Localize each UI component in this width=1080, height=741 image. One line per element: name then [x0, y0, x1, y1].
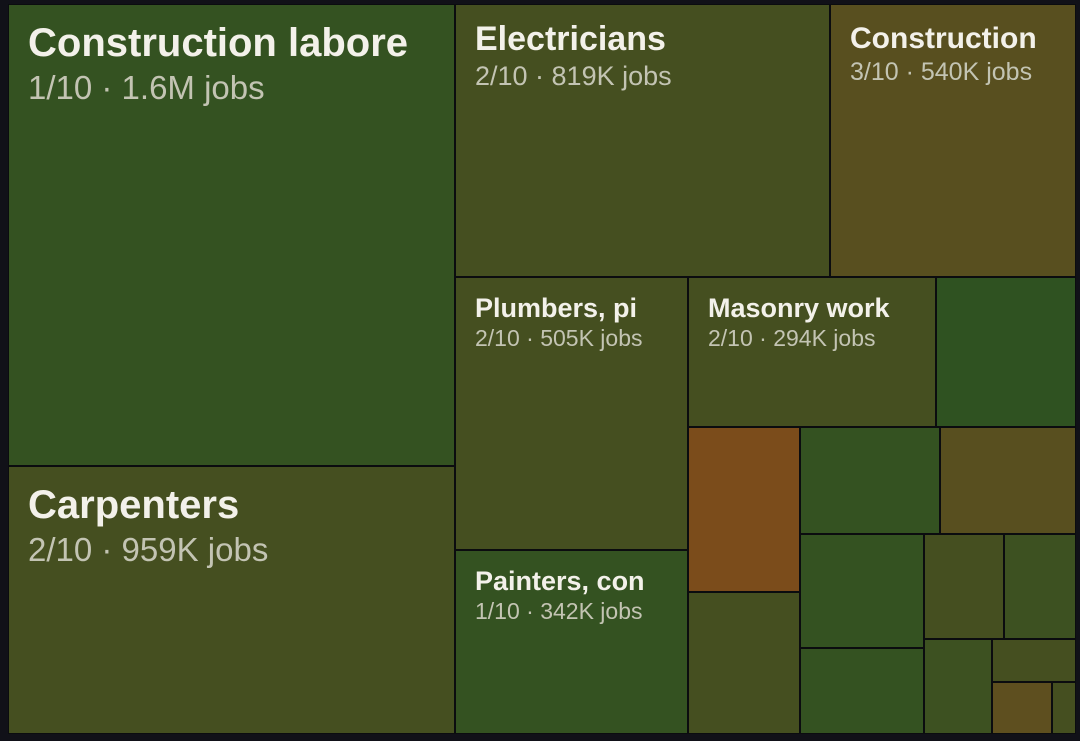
tile-name: Plumbers, pi: [475, 293, 638, 323]
tile-label: Masonry work 2/10 · 294K jobs: [708, 292, 927, 353]
tile-meta: 1/10 · 1.6M jobs: [28, 69, 265, 106]
treemap-tile: [940, 427, 1076, 534]
treemap-tile: Electricians 2/10 · 819K jobs: [455, 4, 830, 277]
treemap-tile: [800, 648, 924, 734]
treemap-tile: [688, 592, 800, 734]
tile-meta: 2/10 · 959K jobs: [28, 531, 269, 568]
tile-name: Construction labore: [28, 21, 409, 65]
tile-label: Carpenters 2/10 · 959K jobs: [28, 481, 446, 570]
treemap-tile: Masonry work 2/10 · 294K jobs: [688, 277, 936, 427]
tile-label: Construction labore 1/10 · 1.6M jobs: [28, 19, 446, 108]
treemap-tile: [992, 639, 1076, 682]
tile-label: Construction 3/10 · 540K jobs: [850, 21, 1067, 88]
tile-label: Electricians 2/10 · 819K jobs: [475, 19, 821, 94]
treemap-tile: [800, 427, 940, 534]
treemap-tile: [924, 639, 992, 734]
treemap-tile: [1052, 682, 1076, 734]
tile-name: Painters, con: [475, 566, 645, 596]
treemap-tile: Construction 3/10 · 540K jobs: [830, 4, 1076, 277]
tile-meta: 3/10 · 540K jobs: [850, 58, 1033, 86]
tile-label: Plumbers, pi 2/10 · 505K jobs: [475, 292, 679, 353]
tile-name: Construction: [850, 22, 1037, 55]
treemap-tile: Construction labore 1/10 · 1.6M jobs: [8, 4, 455, 466]
treemap-tile: Plumbers, pi 2/10 · 505K jobs: [455, 277, 688, 550]
tile-name: Carpenters: [28, 483, 240, 527]
treemap-tile: [936, 277, 1076, 427]
tile-label: Painters, con 1/10 · 342K jobs: [475, 565, 679, 626]
treemap-tile: [924, 534, 1004, 639]
treemap-tile: Carpenters 2/10 · 959K jobs: [8, 466, 455, 734]
treemap-tile: [1004, 534, 1076, 639]
tile-meta: 2/10 · 505K jobs: [475, 325, 643, 352]
tile-meta: 2/10 · 819K jobs: [475, 60, 672, 91]
tile-name: Masonry work: [708, 293, 890, 323]
tile-meta: 2/10 · 294K jobs: [708, 325, 876, 352]
treemap-tile: [992, 682, 1052, 734]
treemap-tile: [688, 427, 800, 592]
treemap-tile: [800, 534, 924, 648]
treemap-tile: Painters, con 1/10 · 342K jobs: [455, 550, 688, 734]
tile-name: Electricians: [475, 20, 666, 58]
tile-meta: 1/10 · 342K jobs: [475, 598, 643, 625]
